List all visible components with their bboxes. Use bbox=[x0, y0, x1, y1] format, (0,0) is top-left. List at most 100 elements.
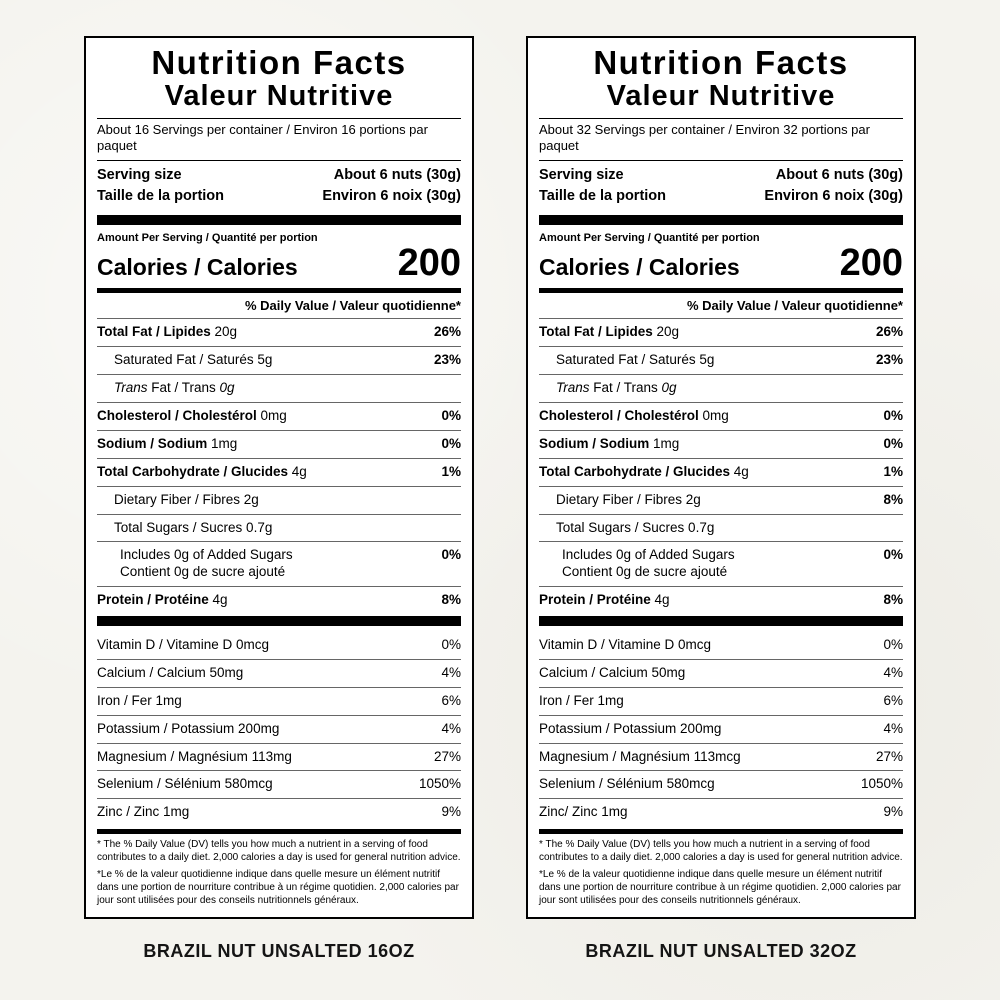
nutrient-row: Total Sugars / Sucres 0.7g bbox=[539, 513, 903, 542]
daily-value-percent: 9% bbox=[883, 804, 903, 820]
serving-size-value-en: About 6 nuts (30g) bbox=[775, 167, 903, 184]
daily-value-percent: 26% bbox=[433, 324, 461, 340]
serving-size-block: Serving size About 6 nuts (30g) Taille d… bbox=[97, 160, 461, 213]
nutrient-row: Total Carbohydrate / Glucides 4g 1% bbox=[97, 457, 461, 486]
nutrient-row: Sodium / Sodium 1mg 0% bbox=[97, 429, 461, 458]
nutrient-text: Protein / Protéine 4g bbox=[539, 592, 670, 608]
nutrient-text: Sodium / Sodium 1mg bbox=[539, 435, 680, 451]
serving-size-value-fr: Environ 6 noix (30g) bbox=[322, 188, 461, 205]
footnote-english: * The % Daily Value (DV) tells you how m… bbox=[539, 839, 903, 864]
nutrient-text: Total Carbohydrate / Glucides 4g bbox=[97, 463, 307, 479]
nutrient-text: Vitamin D / Vitamine D 0mcg bbox=[539, 637, 712, 653]
nutrient-row: Saturated Fat / Saturés 5g 23% bbox=[539, 346, 903, 374]
nutrient-text: Selenium / Sélénium 580mcg bbox=[97, 776, 273, 792]
nutrient-text: Trans Fat / Trans 0g bbox=[556, 380, 677, 396]
daily-value-percent: 4% bbox=[441, 664, 461, 680]
nutrient-row: Trans Fat / Trans 0g bbox=[97, 374, 461, 402]
daily-value-percent: 26% bbox=[875, 324, 903, 340]
servings-per-container: About 32 Servings per container / Enviro… bbox=[539, 117, 903, 161]
daily-value-percent: 1050% bbox=[418, 776, 461, 792]
nutrient-text: Potassium / Potassium 200mg bbox=[97, 720, 280, 736]
nutrient-row: Sodium / Sodium 1mg 0% bbox=[539, 429, 903, 458]
nutrient-text: Magnesium / Magnésium 113mcg bbox=[539, 748, 741, 764]
amount-per-serving: Amount Per Serving / Quantité per portio… bbox=[539, 232, 760, 245]
nutrient-row: Cholesterol / Cholestérol 0mg 0% bbox=[539, 402, 903, 430]
daily-value-percent: 0% bbox=[441, 408, 461, 424]
nutrient-text: Saturated Fat / Saturés 5g bbox=[114, 352, 273, 368]
serving-size-label-fr: Taille de la portion bbox=[539, 188, 667, 205]
nutrient-rows: Total Fat / Lipides 20g 26% Saturated Fat … bbox=[97, 318, 461, 614]
nutrient-text: Total Fat / Lipides 20g bbox=[539, 324, 680, 340]
nutrient-row: Potassium / Potassium 200mg 4% bbox=[539, 714, 903, 743]
serving-size-row-fr: Taille de la portion Environ 6 noix (30g… bbox=[97, 186, 461, 207]
divider-bar-thick bbox=[539, 616, 903, 627]
serving-size-label-fr: Taille de la portion bbox=[97, 188, 225, 205]
daily-value-percent: 4% bbox=[441, 720, 461, 736]
nutrient-text: Zinc/ Zinc 1mg bbox=[539, 804, 628, 820]
daily-value-percent: 8% bbox=[441, 592, 461, 608]
daily-value-percent: 23% bbox=[875, 352, 903, 368]
nutrient-row: Vitamin D / Vitamine D 0mcg 0% bbox=[97, 630, 461, 659]
divider-bar-thick bbox=[539, 215, 903, 226]
amount-per-serving: Amount Per Serving / Quantité per portio… bbox=[97, 232, 318, 245]
servings-per-container: About 16 Servings per container / Enviro… bbox=[97, 117, 461, 161]
nutrient-row: Protein / Protéine 4g 8% bbox=[539, 586, 903, 614]
nutrient-text: Zinc / Zinc 1mg bbox=[97, 804, 190, 820]
nutrient-text: Total Fat / Lipides 20g bbox=[97, 324, 238, 340]
daily-value-percent: 4% bbox=[883, 664, 903, 680]
divider-bar-medium bbox=[539, 829, 903, 835]
nutrient-text: Calcium / Calcium 50mg bbox=[97, 664, 244, 680]
nutrient-text: Includes 0g of Added Sugars Contient 0g d… bbox=[120, 547, 293, 580]
nutrient-text: Selenium / Sélénium 580mcg bbox=[539, 776, 715, 792]
nutrient-row: Total Sugars / Sucres 0.7g bbox=[97, 513, 461, 542]
calories-value: 200 bbox=[397, 242, 461, 285]
daily-value-header: % Daily Value / Valeur quotidienne* bbox=[244, 298, 461, 314]
nutrient-row: Protein / Protéine 4g 8% bbox=[97, 586, 461, 614]
daily-value-percent: 9% bbox=[441, 804, 461, 820]
divider-bar-medium bbox=[97, 829, 461, 835]
serving-size-block: Serving size About 6 nuts (30g) Taille d… bbox=[539, 160, 903, 213]
nutrient-row: Trans Fat / Trans 0g bbox=[539, 374, 903, 402]
nutrient-text: Cholesterol / Cholestérol 0mg bbox=[539, 408, 729, 424]
daily-value-percent: 8% bbox=[883, 491, 903, 507]
footnote-english: * The % Daily Value (DV) tells you how m… bbox=[97, 839, 461, 864]
nutrient-row: Vitamin D / Vitamine D 0mcg 0% bbox=[539, 630, 903, 659]
nutrient-row: Calcium / Calcium 50mg 4% bbox=[539, 658, 903, 687]
nutrition-label-16oz: Nutrition Facts Valeur Nutritive About 1… bbox=[84, 36, 474, 920]
title-english: Nutrition Facts bbox=[151, 44, 407, 81]
nutrition-label-32oz: Nutrition Facts Valeur Nutritive About 3… bbox=[526, 36, 916, 920]
vitamin-rows: Vitamin D / Vitamine D 0mcg 0% Calcium / C… bbox=[539, 630, 903, 826]
nutrient-row: Zinc/ Zinc 1mg 9% bbox=[539, 798, 903, 826]
calories-row: Calories / Calories 200 bbox=[97, 242, 461, 285]
nutrient-text: Total Sugars / Sucres 0.7g bbox=[114, 519, 273, 535]
nutrient-row: Cholesterol / Cholestérol 0mg 0% bbox=[97, 402, 461, 430]
serving-size-label-en: Serving size bbox=[97, 167, 182, 184]
product-caption-32oz: BRAZIL NUT UNSALTED 32OZ bbox=[585, 941, 857, 962]
daily-value-percent: 1050% bbox=[860, 776, 903, 792]
daily-value-percent: 27% bbox=[433, 748, 461, 764]
calories-value: 200 bbox=[839, 242, 903, 285]
nutrient-row: Dietary Fiber / Fibres 2g 8% bbox=[539, 485, 903, 514]
nutrient-text: Total Sugars / Sucres 0.7g bbox=[556, 519, 715, 535]
divider-bar-medium bbox=[97, 288, 461, 294]
title-french: Valeur Nutritive bbox=[164, 79, 394, 112]
nutrient-row: Dietary Fiber / Fibres 2g bbox=[97, 485, 461, 514]
daily-value-header: % Daily Value / Valeur quotidienne* bbox=[686, 298, 903, 314]
label-column-16oz: Nutrition Facts Valeur Nutritive About 1… bbox=[83, 36, 475, 962]
nutrient-row: Selenium / Sélénium 580mcg 1050% bbox=[539, 770, 903, 798]
footnote-french: *Le % de la valeur quotidienne indique d… bbox=[97, 869, 459, 907]
divider-bar-thick bbox=[97, 215, 461, 226]
title-english: Nutrition Facts bbox=[593, 44, 849, 81]
nutrient-row: Total Carbohydrate / Glucides 4g 1% bbox=[539, 457, 903, 486]
daily-value-percent: 8% bbox=[883, 592, 903, 608]
daily-value-percent: 0% bbox=[883, 435, 903, 451]
labels-container: Nutrition Facts Valeur Nutritive About 1… bbox=[83, 36, 916, 962]
nutrient-text: Dietary Fiber / Fibres 2g bbox=[114, 491, 259, 507]
calories-label: Calories / Calories bbox=[97, 254, 298, 281]
nutrient-text: Potassium / Potassium 200mg bbox=[539, 720, 722, 736]
vitamin-rows: Vitamin D / Vitamine D 0mcg 0% Calcium / C… bbox=[97, 630, 461, 826]
serving-size-value-fr: Environ 6 noix (30g) bbox=[764, 188, 903, 205]
nutrient-row: Selenium / Sélénium 580mcg 1050% bbox=[97, 770, 461, 798]
serving-size-label-en: Serving size bbox=[539, 167, 624, 184]
daily-value-percent: 23% bbox=[433, 352, 461, 368]
